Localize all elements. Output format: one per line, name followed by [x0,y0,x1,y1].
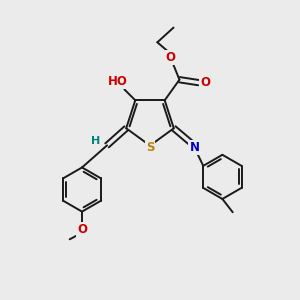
Text: O: O [200,76,210,89]
Text: O: O [77,223,87,236]
Text: N: N [189,141,200,154]
Text: S: S [146,141,154,154]
Text: O: O [166,51,176,64]
Text: HO: HO [108,75,127,88]
Text: H: H [91,136,101,146]
